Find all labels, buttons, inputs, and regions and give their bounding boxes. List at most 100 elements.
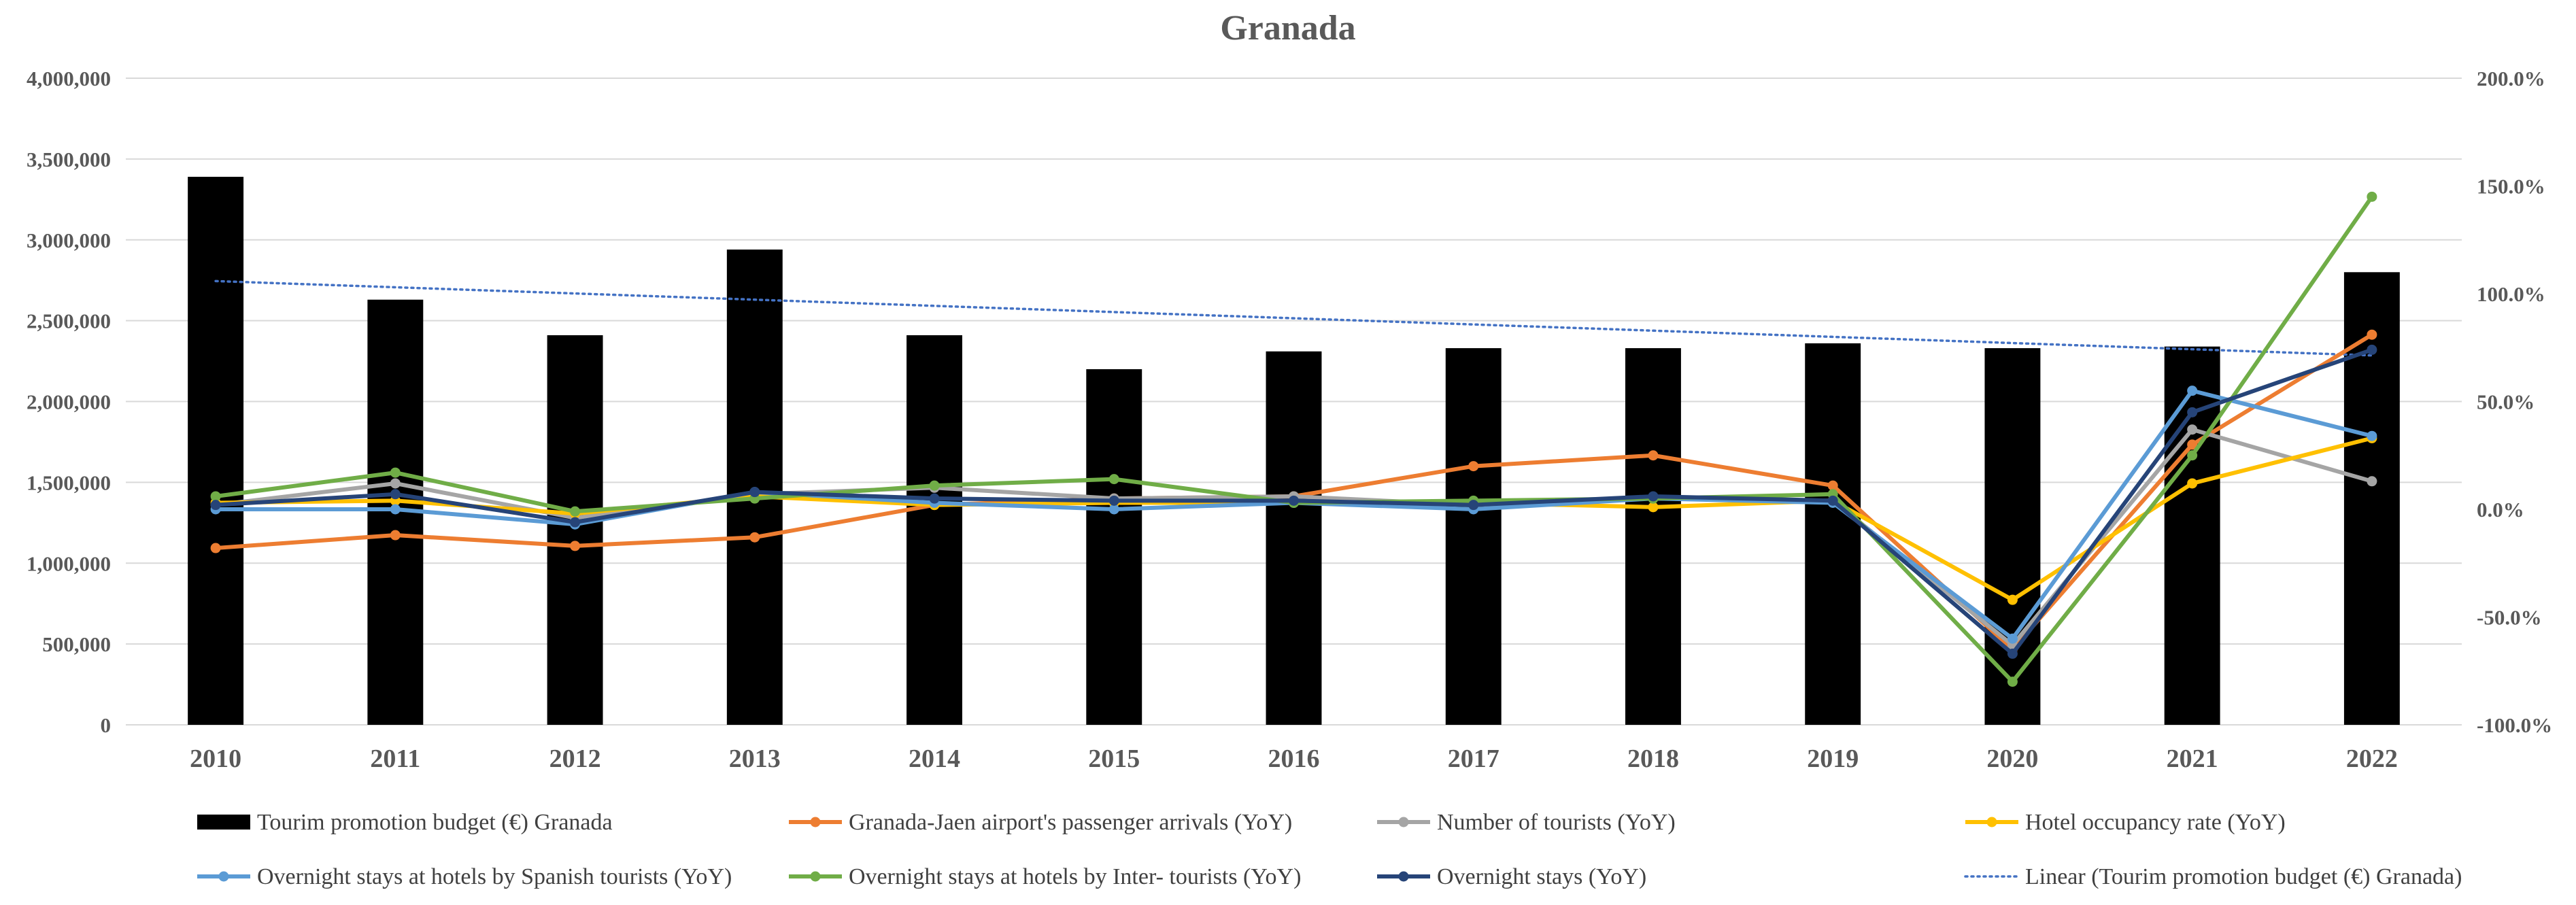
y-right-tick-label: 200.0%: [2477, 67, 2545, 90]
legend-item: Overnight stays (YoY): [1377, 864, 1646, 889]
y-left-tick-label: 500,000: [42, 632, 111, 656]
line-series-layer: [210, 191, 2377, 687]
bar: [2164, 346, 2220, 725]
bar: [1266, 351, 1322, 725]
data-point: [1648, 502, 1659, 513]
data-point: [929, 480, 940, 491]
y-left-tick-label: 1,000,000: [27, 551, 111, 575]
data-point: [1827, 480, 1838, 491]
data-point: [390, 530, 401, 541]
x-tick-label: 2019: [1807, 745, 1859, 773]
data-point: [570, 506, 581, 517]
data-point: [1827, 495, 1838, 506]
data-point: [570, 517, 581, 528]
bars-series: [188, 177, 2400, 725]
legend-item: Granada-Jaen airport's passenger arrival…: [789, 810, 1292, 835]
data-point: [2187, 407, 2198, 417]
bar: [1625, 348, 1681, 725]
data-point: [2187, 424, 2198, 435]
legend-item: Tourim promotion budget (€) Granada: [197, 810, 613, 835]
data-point: [1648, 491, 1659, 502]
chart-title: Granada: [1220, 9, 1355, 48]
x-tick-label: 2014: [909, 745, 960, 773]
x-tick-label: 2016: [1268, 745, 1320, 773]
x-tick-label: 2011: [370, 745, 420, 773]
data-point: [390, 489, 401, 500]
legend-item: Linear (Tourim promotion budget (€) Gran…: [1964, 864, 2462, 889]
legend-item: Overnight stays at hotels by Spanish tou…: [197, 864, 732, 889]
y-right-tick-label: 50.0%: [2477, 390, 2535, 414]
legend-marker: [1398, 817, 1409, 827]
data-point: [2007, 594, 2018, 605]
legend-label: Linear (Tourim promotion budget (€) Gran…: [2025, 864, 2462, 889]
data-point: [2187, 439, 2198, 450]
y-right-tick-label: -100.0%: [2477, 713, 2552, 737]
data-point: [749, 532, 760, 543]
trendline-layer: [214, 279, 2373, 357]
x-tick-label: 2017: [1448, 745, 1499, 773]
y-left-tick-label: 1,500,000: [27, 471, 111, 494]
x-tick-label: 2015: [1088, 745, 1140, 773]
data-point: [1108, 504, 1119, 515]
x-tick-label: 2018: [1627, 745, 1679, 773]
data-point: [1289, 495, 1299, 506]
data-point: [390, 478, 401, 489]
y-left-tick-label: 0: [101, 713, 112, 737]
data-point: [2367, 191, 2377, 202]
y-right-tick-label: 0.0%: [2477, 498, 2524, 522]
data-point: [1108, 495, 1119, 506]
legend-bar-swatch: [197, 815, 250, 830]
x-tick-label: 2010: [190, 745, 241, 773]
data-point: [2187, 386, 2198, 396]
data-point: [1108, 474, 1119, 485]
data-point: [2367, 430, 2377, 441]
data-point: [210, 500, 221, 511]
data-point: [1648, 450, 1659, 461]
legend-marker: [218, 871, 229, 882]
data-point: [210, 491, 221, 502]
data-point: [1468, 461, 1479, 472]
data-point: [2367, 329, 2377, 340]
data-point: [2187, 478, 2198, 489]
bar: [547, 335, 603, 725]
data-point: [2367, 344, 2377, 355]
legend-item: Hotel occupancy rate (YoY): [1965, 810, 2286, 835]
data-point: [390, 467, 401, 478]
data-point: [210, 543, 221, 553]
bar: [906, 335, 962, 725]
data-point: [2007, 633, 2018, 644]
legend-item: Number of tourists (YoY): [1377, 810, 1676, 835]
legend-label: Tourim promotion budget (€) Granada: [257, 810, 613, 835]
y-left-tick-label: 2,500,000: [27, 309, 111, 333]
legend-marker: [810, 817, 821, 827]
data-point: [2367, 476, 2377, 487]
data-point: [929, 493, 940, 504]
legend-marker: [1986, 817, 1997, 827]
line-series: [210, 344, 2377, 659]
legend-label: Number of tourists (YoY): [1437, 810, 1676, 835]
bar: [1086, 369, 1142, 725]
y-left-tick-label: 3,500,000: [27, 148, 111, 171]
bar: [188, 177, 244, 725]
legend-marker: [810, 871, 821, 882]
data-point: [749, 487, 760, 498]
y-right-tick-label: 100.0%: [2477, 282, 2545, 306]
legend-marker: [1398, 871, 1409, 882]
legend-label: Overnight stays (YoY): [1437, 864, 1646, 889]
bar: [1805, 343, 1861, 725]
x-tick-label: 2022: [2346, 745, 2398, 773]
data-point: [1468, 500, 1479, 511]
bar: [1984, 348, 2041, 725]
data-point: [2007, 648, 2018, 659]
y-right-tick-label: -50.0%: [2477, 606, 2542, 630]
y-right-tick-label: 150.0%: [2477, 175, 2545, 199]
legend-label: Granada-Jaen airport's passenger arrival…: [849, 810, 1292, 835]
legend-label: Hotel occupancy rate (YoY): [2025, 810, 2286, 835]
axes: 0 500,000 1,000,000 1,500,000 2,000,000 2,500…: [27, 67, 2552, 773]
legend-item: Overnight stays at hotels by Inter- tour…: [789, 864, 1301, 889]
y-left-tick-label: 2,000,000: [27, 390, 111, 414]
legend-label: Overnight stays at hotels by Spanish tou…: [257, 864, 732, 889]
x-tick-label: 2013: [729, 745, 781, 773]
